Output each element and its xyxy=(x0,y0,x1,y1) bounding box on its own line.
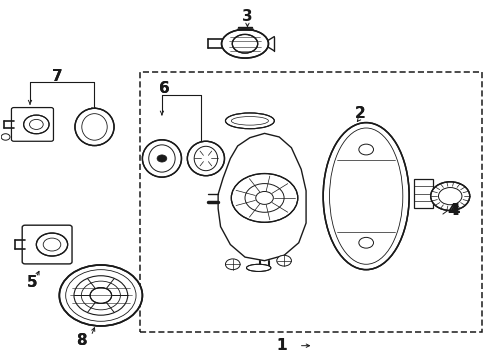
Polygon shape xyxy=(218,134,306,261)
FancyBboxPatch shape xyxy=(414,179,433,208)
Text: 5: 5 xyxy=(27,275,38,290)
Ellipse shape xyxy=(187,141,224,176)
Circle shape xyxy=(231,174,298,222)
FancyBboxPatch shape xyxy=(22,225,72,264)
Circle shape xyxy=(431,182,470,211)
Text: 6: 6 xyxy=(159,81,170,96)
Ellipse shape xyxy=(75,108,114,145)
Circle shape xyxy=(225,259,240,270)
Text: 3: 3 xyxy=(242,9,253,24)
Text: 2: 2 xyxy=(354,106,365,121)
Circle shape xyxy=(359,144,373,155)
Text: 2: 2 xyxy=(354,106,365,121)
Ellipse shape xyxy=(143,140,181,177)
Circle shape xyxy=(36,233,68,256)
Circle shape xyxy=(232,35,258,53)
Text: 1: 1 xyxy=(276,338,287,353)
Circle shape xyxy=(359,237,373,248)
Circle shape xyxy=(157,155,167,162)
Text: 7: 7 xyxy=(51,68,62,84)
Ellipse shape xyxy=(221,30,269,58)
Ellipse shape xyxy=(323,123,409,270)
Text: 8: 8 xyxy=(76,333,87,348)
Ellipse shape xyxy=(225,113,274,129)
Ellipse shape xyxy=(246,264,271,271)
Text: 1: 1 xyxy=(276,338,287,353)
Text: 4: 4 xyxy=(449,203,460,218)
Bar xyxy=(140,72,482,332)
Text: 7: 7 xyxy=(51,68,62,84)
Circle shape xyxy=(1,134,10,140)
Text: 6: 6 xyxy=(159,81,170,96)
Text: 8: 8 xyxy=(76,333,87,348)
Circle shape xyxy=(24,115,49,134)
Circle shape xyxy=(59,265,143,326)
Text: 4: 4 xyxy=(447,203,458,218)
Text: 5: 5 xyxy=(27,275,38,290)
Circle shape xyxy=(90,288,112,303)
FancyBboxPatch shape xyxy=(11,108,53,141)
Circle shape xyxy=(277,255,292,266)
